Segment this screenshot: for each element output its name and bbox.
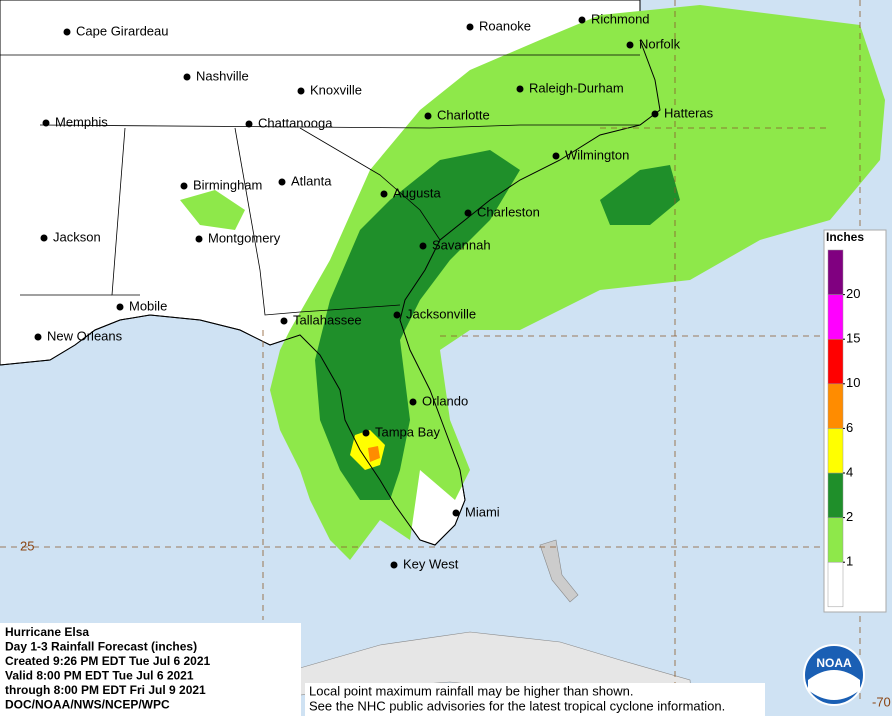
rain-2-4 (315, 150, 520, 500)
city-label: Birmingham (193, 177, 262, 192)
city-label: Montgomery (208, 230, 281, 245)
city-label: Memphis (55, 114, 108, 129)
city-dot (34, 333, 42, 341)
city-dot (651, 110, 659, 118)
rain-4-6 (350, 430, 385, 470)
legend-swatch (827, 517, 844, 563)
legend-title: Inches (826, 230, 864, 244)
legend-tick-label: 2 (846, 509, 853, 524)
legend-tick-label: 20 (846, 286, 860, 301)
city-label: Hatteras (664, 105, 714, 120)
legend-swatch (827, 249, 844, 295)
rain-6-10 (368, 446, 380, 462)
city-label: Miami (465, 504, 500, 519)
city-dot (180, 182, 188, 190)
legend-tick-label: 1 (846, 554, 853, 569)
city-dot (116, 303, 124, 311)
city-dot (409, 398, 417, 406)
city-dot (552, 152, 560, 160)
city-dot (390, 561, 398, 569)
city-label: Mobile (129, 298, 167, 313)
city-dot (419, 242, 427, 250)
city-dot (245, 120, 253, 128)
city-label: Charlotte (437, 107, 490, 122)
note-line: Local point maximum rainfall may be high… (309, 683, 633, 698)
rain-2-4 (600, 165, 680, 225)
info-line: Hurricane Elsa (5, 625, 89, 639)
legend-tick-label: 10 (846, 375, 860, 390)
noaa-logo-wave (808, 670, 860, 700)
city-label: Atlanta (291, 173, 332, 188)
city-label: Richmond (591, 11, 650, 26)
city-label: Key West (403, 556, 459, 571)
info-box (0, 623, 301, 716)
city-label: Tallahassee (293, 312, 362, 327)
city-label: Charleston (477, 204, 540, 219)
city-dot (452, 509, 460, 517)
city-dot (466, 23, 474, 31)
city-label: Cape Girardeau (76, 23, 169, 38)
city-dot (280, 317, 288, 325)
city-dot (424, 112, 432, 120)
city-label: Jackson (53, 229, 101, 244)
city-label: Chattanooga (258, 115, 333, 130)
city-dot (578, 16, 586, 24)
city-dot (626, 41, 634, 49)
legend-swatch (827, 428, 844, 474)
cities: Cape Girardeau Roanoke Richmond Norfolk Nash… (34, 11, 714, 571)
note-line: See the NHC public advisories for the la… (309, 698, 725, 713)
rain-1-2 (180, 190, 245, 230)
info-line: DOC/NOAA/NWS/NCEP/WPC (5, 698, 170, 712)
city-dot (516, 85, 524, 93)
note: Local point maximum rainfall may be high… (309, 683, 725, 713)
city-dot (278, 178, 286, 186)
state-borders (0, 54, 640, 316)
city-dot (464, 209, 472, 217)
city-dot (362, 429, 370, 437)
info-line: Valid 8:00 PM EDT Tue Jul 6 2021 (5, 669, 194, 683)
city-dot (393, 311, 401, 319)
legend-swatch (827, 338, 844, 385)
legend-swatch (827, 561, 844, 608)
legend-tick-label: 4 (846, 464, 853, 479)
city-label: Raleigh-Durham (529, 80, 624, 95)
city-label: Nashville (196, 68, 249, 83)
rain-1-2 (270, 5, 885, 560)
legend-tick-label: 6 (846, 420, 853, 435)
city-dot (183, 73, 191, 81)
city-label: Norfolk (639, 36, 681, 51)
city-label: Wilmington (565, 147, 629, 162)
info-line: Created 9:26 PM EDT Tue Jul 6 2021 (5, 654, 211, 668)
lon-label: -70 (872, 694, 891, 709)
city-label: Orlando (422, 393, 468, 408)
coastline (0, 39, 661, 546)
city-label: Jacksonville (406, 306, 476, 321)
city-label: Savannah (432, 237, 491, 252)
legend-swatch (827, 294, 844, 340)
legend-swatch (827, 472, 844, 518)
city-label: Tampa Bay (375, 424, 441, 439)
city-dot (380, 190, 388, 198)
bahamas (539, 539, 579, 603)
legend-swatch (827, 383, 844, 429)
legend-tick-label: 15 (846, 331, 860, 346)
city-dot (42, 119, 50, 127)
city-label: Augusta (393, 185, 441, 200)
lat-label: 25 (20, 538, 34, 553)
city-dot (297, 87, 305, 95)
city-label: New Orleans (47, 328, 123, 343)
city-dot (63, 28, 71, 36)
city-label: Knoxville (310, 82, 362, 97)
legend: 1 2 4 6 10 15 20 (827, 249, 860, 608)
city-label: Roanoke (479, 18, 531, 33)
city-dot (195, 235, 203, 243)
city-dot (40, 234, 48, 242)
info-line: Day 1-3 Rainfall Forecast (inches) (5, 640, 197, 654)
info-line: through 8:00 PM EDT Fri Jul 9 2021 (5, 683, 206, 697)
note-box (305, 683, 765, 716)
logo-text: NOAA (816, 656, 852, 670)
